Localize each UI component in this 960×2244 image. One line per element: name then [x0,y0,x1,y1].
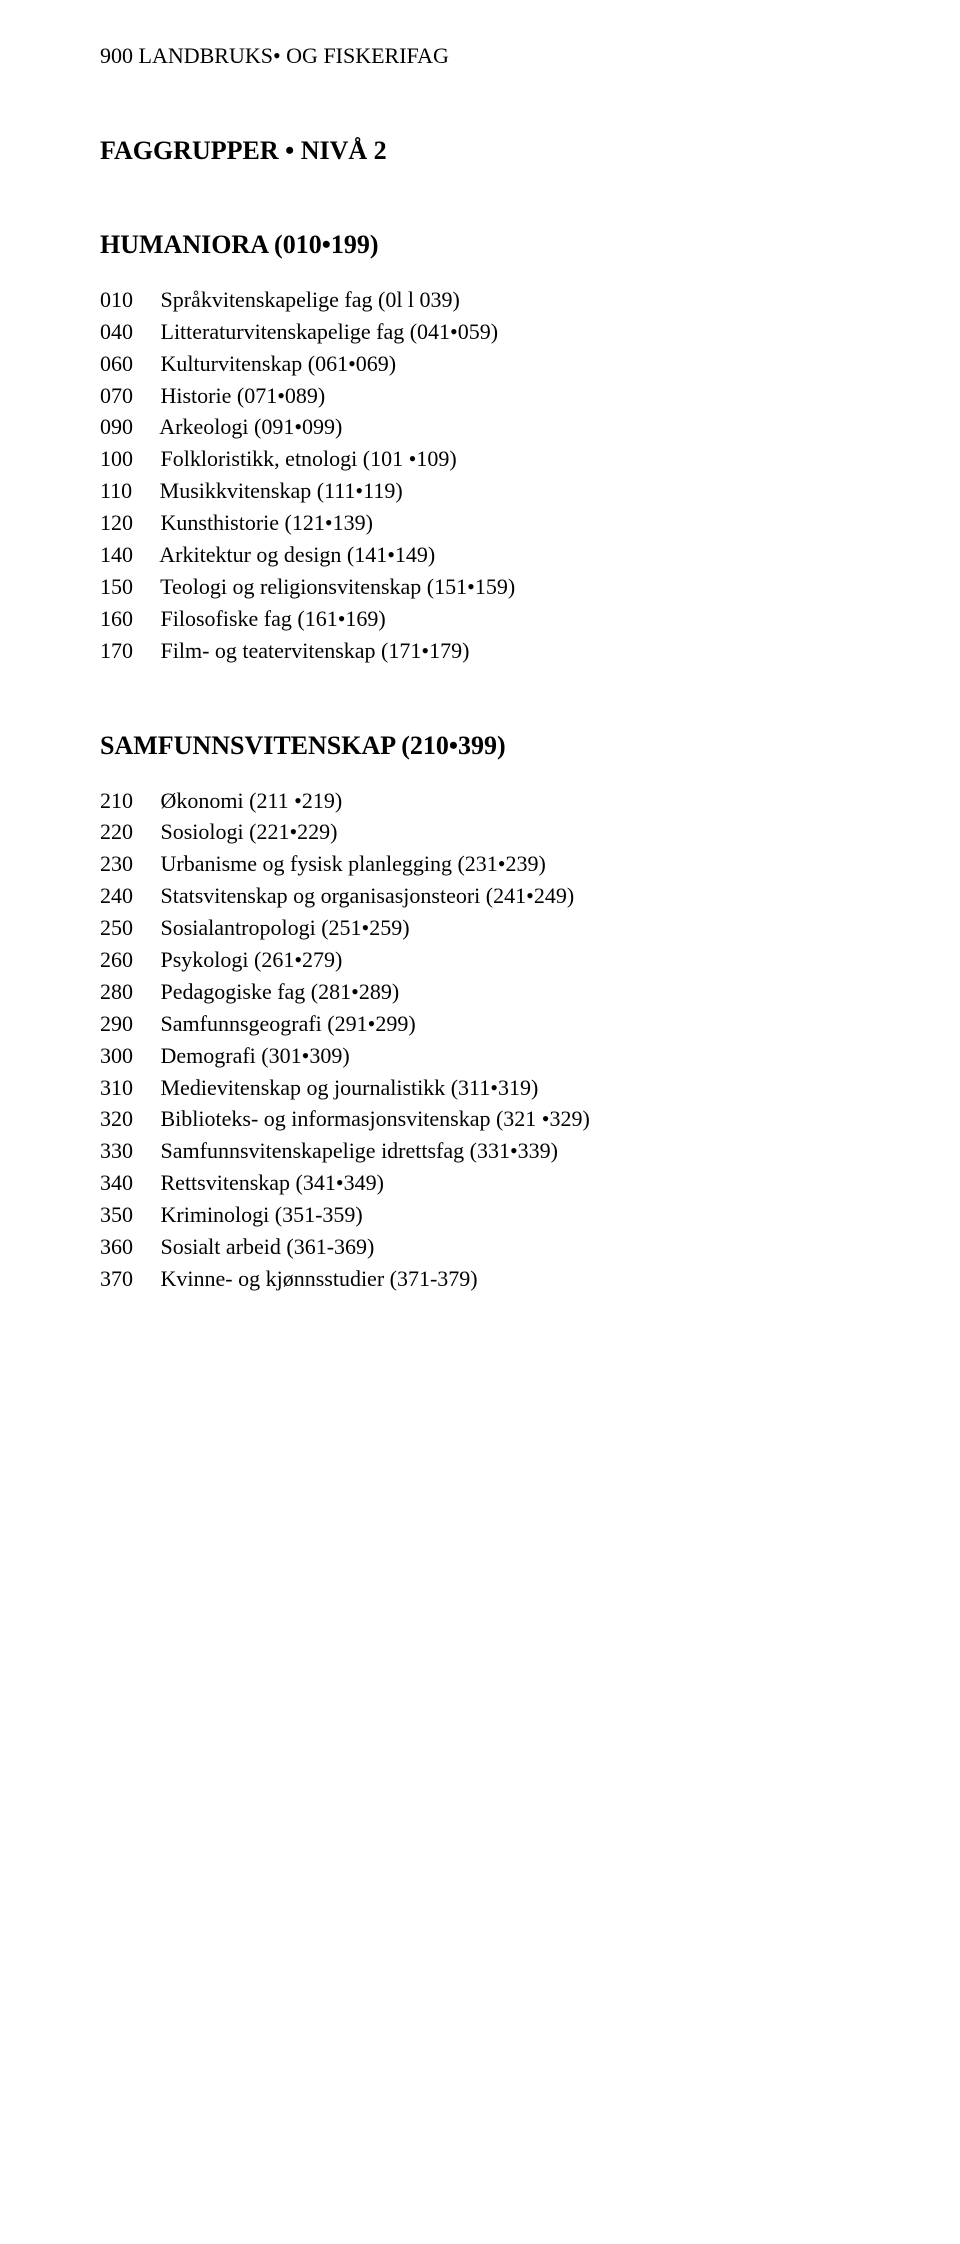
list-item: 370 Kvinne- og kjønnsstudier (371-379) [100,1263,860,1295]
list-item: 230 Urbanisme og fysisk planlegging (231… [100,848,860,880]
list-item: 290 Samfunnsgeografi (291•299) [100,1008,860,1040]
list-item: 170 Film- og teatervitenskap (171•179) [100,635,860,667]
list-item: 070 Historie (071•089) [100,380,860,412]
list-item: 140 Arkitektur og design (141•149) [100,539,860,571]
list-item: 320 Biblioteks- og informasjonsvitenskap… [100,1103,860,1135]
list-item: 280 Pedagogiske fag (281•289) [100,976,860,1008]
list-item: 160 Filosofiske fag (161•169) [100,603,860,635]
section-2-heading: SAMFUNNSVITENSKAP (210•399) [100,731,860,761]
section-1-list: 010 Språkvitenskapelige fag (0l l 039)04… [100,284,860,667]
spacer [100,260,860,284]
list-item: 350 Kriminologi (351-359) [100,1199,860,1231]
list-item: 150 Teologi og religionsvitenskap (151•1… [100,571,860,603]
list-item: 090 Arkeologi (091•099) [100,411,860,443]
spacer [100,72,860,136]
spacer [100,761,860,785]
list-item: 340 Rettsvitenskap (341•349) [100,1167,860,1199]
spacer [100,667,860,731]
list-item: 060 Kulturvitenskap (061•069) [100,348,860,380]
list-item: 100 Folkloristikk, etnologi (101 •109) [100,443,860,475]
list-item: 220 Sosiologi (221•229) [100,816,860,848]
section-1-heading: HUMANIORA (010•199) [100,230,860,260]
section-2-list: 210 Økonomi (211 •219)220 Sosiologi (221… [100,785,860,1295]
top-line: 900 LANDBRUKS• OG FISKERIFAG [100,40,860,72]
main-title: FAGGRUPPER • NIVÅ 2 [100,136,860,166]
list-item: 210 Økonomi (211 •219) [100,785,860,817]
list-item: 300 Demografi (301•309) [100,1040,860,1072]
list-item: 330 Samfunnsvitenskapelige idrettsfag (3… [100,1135,860,1167]
list-item: 250 Sosialantropologi (251•259) [100,912,860,944]
list-item: 260 Psykologi (261•279) [100,944,860,976]
list-item: 310 Medievitenskap og journalistikk (311… [100,1072,860,1104]
list-item: 010 Språkvitenskapelige fag (0l l 039) [100,284,860,316]
list-item: 120 Kunsthistorie (121•139) [100,507,860,539]
list-item: 110 Musikkvitenskap (111•119) [100,475,860,507]
list-item: 040 Litteraturvitenskapelige fag (041•05… [100,316,860,348]
list-item: 240 Statsvitenskap og organisasjonsteori… [100,880,860,912]
list-item: 360 Sosialt arbeid (361-369) [100,1231,860,1263]
spacer [100,166,860,230]
